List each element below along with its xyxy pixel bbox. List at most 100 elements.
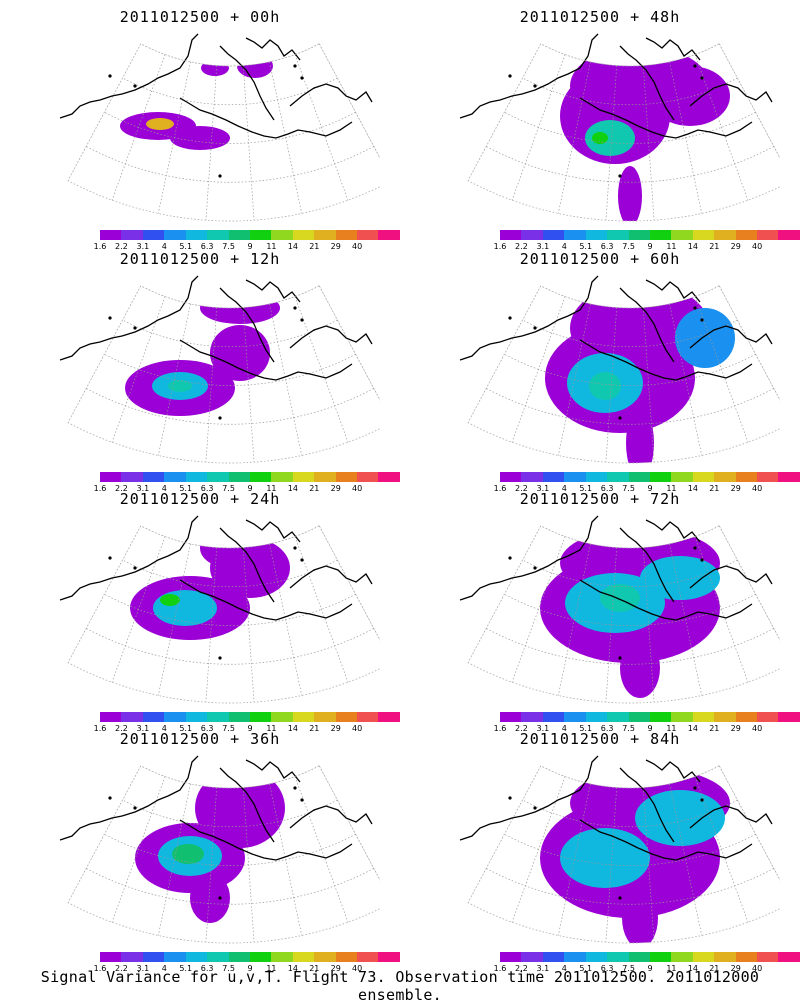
- colorbar-swatch: [207, 952, 229, 962]
- coastline: [179, 97, 353, 139]
- coastline: [289, 805, 373, 829]
- island-mark: [293, 64, 297, 68]
- colorbar-tick-label: 5.1: [179, 484, 193, 493]
- parallel-line: [104, 593, 356, 626]
- parallel-line: [104, 353, 356, 386]
- variance-field: [135, 768, 285, 923]
- coastline: [459, 515, 599, 601]
- panel-title: 2011012500 + 84h: [519, 730, 681, 748]
- colorbar-tick-label: 2.2: [515, 964, 528, 973]
- colorbar-swatch: [207, 472, 229, 482]
- colorbar-swatch: [335, 230, 358, 240]
- colorbar-labels: 1.6 2.2 3.1 4 5.1 6.3 7.5 9 11 14 21 29 40: [94, 242, 400, 254]
- coastline: [619, 287, 675, 363]
- colorbar-swatch: [207, 230, 229, 240]
- colorbar-tick-label: 3.1: [536, 484, 550, 493]
- meridian-line: [294, 776, 349, 923]
- map-boundary: [467, 765, 780, 944]
- colorbar-tick-label: 11: [666, 484, 677, 493]
- coastline: [219, 287, 275, 363]
- meridian-line: [718, 525, 780, 641]
- meridian-line: [718, 43, 780, 159]
- meridian-line: [294, 54, 349, 201]
- parallel-line: [504, 833, 756, 866]
- colorbar-tick-label: 6.3: [200, 242, 214, 251]
- coastline: [59, 755, 199, 841]
- colorbar-tick-label: 29: [330, 724, 341, 733]
- colorbar-tick-label: 5.1: [579, 484, 593, 493]
- colorbar-swatch: [335, 472, 358, 482]
- colorbar-swatch: [228, 472, 250, 482]
- meridian-line: [467, 525, 542, 663]
- coastline: [59, 275, 199, 361]
- meridian-line: [718, 765, 780, 881]
- island-mark: [108, 316, 112, 320]
- island-mark: [293, 546, 297, 550]
- colorbar-swatch: [142, 472, 165, 482]
- panel-title: 2011012500 + 48h: [519, 8, 681, 26]
- coastline: [689, 325, 773, 349]
- variance-blob: [675, 308, 735, 368]
- map-panel-84h: 2011012500 + 84h 1.6 2.2 3.1 4 5.1 6.3 7.5 9 11 1…: [440, 730, 800, 973]
- island-mark: [700, 318, 704, 322]
- colorbar-labels: 1.6 2.2 3.1 4 5.1 6.3 7.5 9 11 14 21 29 40: [94, 724, 400, 736]
- colorbar-tick-label: 7.5: [622, 724, 635, 733]
- colorbar-tick-label: 11: [666, 242, 677, 251]
- colorbar-swatch: [100, 952, 122, 962]
- variance-blob: [153, 590, 217, 626]
- parallel-line: [104, 111, 356, 144]
- colorbar: [100, 230, 400, 240]
- variance-blob: [626, 408, 654, 463]
- colorbar-tick-label: 40: [752, 724, 763, 733]
- island-mark: [218, 416, 222, 420]
- parallel-line: [67, 422, 380, 464]
- colorbar-swatch: [185, 712, 208, 722]
- colorbar-tick-label: 21: [709, 484, 720, 493]
- colorbar-tick-label: 21: [309, 724, 320, 733]
- colorbar-tick-label: 5.1: [179, 242, 193, 251]
- panel-title: 2011012500 + 72h: [519, 490, 681, 508]
- colorbar-tick-label: 4: [561, 242, 567, 251]
- colorbar-swatch: [335, 952, 358, 962]
- meridian-line: [67, 525, 142, 663]
- meridian-line: [318, 765, 380, 881]
- meridian-line: [605, 787, 618, 943]
- meridian-line: [242, 307, 255, 463]
- colorbar-swatch: [164, 952, 186, 962]
- colorbar-tick-label: 29: [730, 724, 741, 733]
- colorbar-tick-label: 21: [309, 242, 320, 251]
- map-boundary: [67, 525, 380, 704]
- colorbar-swatch: [521, 712, 543, 722]
- colorbar-tick-label: 14: [687, 242, 698, 251]
- island-mark: [133, 806, 137, 810]
- colorbar-swatch: [671, 712, 693, 722]
- coastline: [219, 527, 275, 603]
- meridian-line: [467, 285, 542, 423]
- colorbar-swatch: [142, 712, 165, 722]
- colorbar-swatch: [378, 230, 400, 240]
- colorbar-swatch: [542, 952, 565, 962]
- coastline: [179, 339, 353, 381]
- island-mark: [533, 806, 537, 810]
- colorbar-tick-label: 2.2: [515, 724, 528, 733]
- island-mark: [293, 786, 297, 790]
- island-mark: [218, 896, 222, 900]
- colorbar-swatch: [100, 230, 122, 240]
- coastline: [219, 767, 275, 843]
- coastline: [579, 579, 753, 621]
- colorbar-swatch: [714, 230, 736, 240]
- colorbar-tick-label: 9: [647, 964, 653, 973]
- colorbar-swatch: [564, 952, 586, 962]
- colorbar-swatch: [564, 712, 586, 722]
- parallel-line: [67, 180, 380, 222]
- map-panel-00h: 2011012500 + 00h 1.6 2.2 3.1 4 5.1 6.3 7.5 9 11 1…: [40, 8, 420, 251]
- meridian-line: [205, 547, 218, 703]
- variance-blob: [589, 372, 621, 400]
- variance-field: [130, 528, 290, 640]
- colorbar-tick-label: 1.6: [93, 964, 107, 973]
- map-boundary: [67, 43, 380, 222]
- variance-blob: [170, 126, 230, 150]
- colorbar-tick-label: 1.6: [93, 724, 107, 733]
- colorbar-swatch: [585, 230, 608, 240]
- coastline: [219, 45, 275, 121]
